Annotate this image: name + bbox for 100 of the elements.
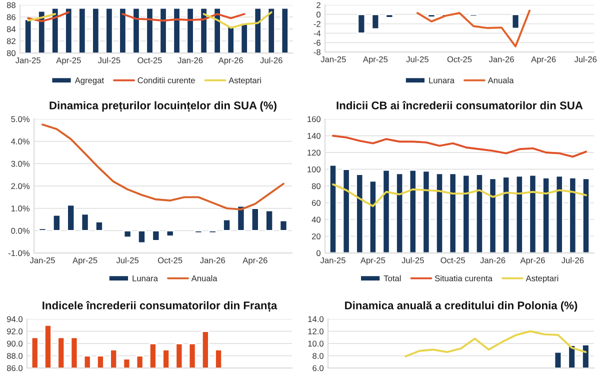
- x-tick-label: Jan-25: [320, 257, 346, 264]
- y-tick-label: -4: [314, 30, 321, 36]
- y-tick-label: 40: [312, 216, 321, 223]
- x-tick-label: Jan-25: [320, 56, 346, 62]
- x-tick-label: Oct-25: [440, 257, 465, 264]
- bar: [502, 176, 510, 253]
- bar: [582, 178, 590, 253]
- bar: [94, 221, 104, 232]
- bar: [222, 218, 232, 232]
- bar: [528, 174, 537, 253]
- legend-label: Lunara: [429, 77, 454, 84]
- y-tick-label: 88.0: [6, 352, 23, 359]
- x-tick-label: Apr-25: [56, 57, 81, 65]
- x-tick-label: Jan-25: [30, 257, 55, 264]
- x-tick-label: Jan-26: [178, 57, 203, 64]
- bar: [475, 174, 484, 253]
- x-tick-label: Apr-25: [360, 257, 386, 265]
- chart-title: Indicii CB ai încrederii consumatorilor din SUA: [336, 100, 583, 110]
- bar: [328, 164, 338, 253]
- bar: [382, 169, 390, 253]
- y-tick-label: 0.0%: [11, 228, 30, 234]
- y-tick-label: 100: [308, 166, 321, 172]
- x-tick-label: Apr-26: [242, 257, 268, 265]
- line-series: [42, 124, 284, 210]
- bar: [368, 180, 377, 253]
- y-tick-label: 3.0%: [11, 160, 30, 167]
- legend-label: Anuala: [488, 77, 514, 84]
- legend-label: Total: [384, 275, 401, 282]
- bar: [279, 220, 288, 232]
- line-series: [332, 183, 587, 208]
- bar: [166, 230, 174, 237]
- bar: [515, 175, 524, 253]
- y-tick-label: 12.0: [308, 328, 324, 334]
- bar: [52, 214, 61, 232]
- y-tick-label: 5.0%: [11, 116, 30, 122]
- y-tick-label: -2: [314, 21, 320, 27]
- y-tick-label: 160: [308, 116, 321, 122]
- bar: [66, 204, 76, 232]
- y-tick-label: 2: [316, 2, 320, 8]
- x-tick-label: Jul-25: [406, 56, 428, 62]
- x-tick-label: Apr-25: [362, 56, 388, 64]
- x-tick-label: Apr-26: [520, 257, 545, 265]
- line-series: [416, 10, 531, 48]
- y-tick-label: 86.0: [6, 365, 23, 372]
- x-tick-label: Jul-25: [116, 257, 139, 264]
- x-tick-label: Apr-26: [531, 56, 556, 64]
- bar: [236, 205, 246, 232]
- chart-title: Dinamica prețurilor locuințelor din SUA (%): [50, 101, 276, 112]
- bar: [265, 210, 274, 232]
- x-tick-label: Jul-25: [402, 257, 424, 264]
- x-tick-label: Oct-25: [138, 57, 162, 64]
- bar: [422, 170, 430, 253]
- y-tick-label: -8: [314, 49, 320, 56]
- chart-title: Indicele încrederii consumatorilor din Franța: [42, 300, 278, 312]
- y-tick-label: 6.0: [312, 365, 324, 372]
- y-tick-label: 20: [312, 233, 321, 240]
- legend-label: Agregat: [74, 77, 104, 85]
- line-series: [404, 330, 587, 358]
- y-tick-label: 92.0: [7, 328, 23, 334]
- y-tick-label: 84: [6, 26, 16, 32]
- line-series: [332, 134, 587, 158]
- bar: [250, 208, 260, 232]
- y-tick-label: 140: [308, 132, 321, 139]
- x-tick-label: Apr-25: [72, 257, 98, 265]
- bar: [568, 176, 577, 253]
- bar: [462, 174, 470, 253]
- bar: [194, 230, 203, 234]
- bar: [448, 172, 457, 253]
- x-tick-label: Jul-26: [260, 57, 282, 64]
- legend-label: Conditii curente: [138, 77, 195, 84]
- bar: [542, 176, 550, 253]
- y-tick-label: 0: [316, 250, 321, 256]
- y-tick-label: 4.0%: [11, 138, 30, 144]
- legend-label: Asteptari: [526, 275, 558, 283]
- x-tick-label: Jan-26: [488, 56, 514, 62]
- x-tick-label: Oct-25: [158, 257, 182, 264]
- y-tick-label: 10.0: [308, 340, 324, 347]
- y-tick-label: 80: [312, 183, 321, 190]
- y-tick-label: 88: [6, 2, 16, 8]
- y-tick-label: 1.0%: [11, 206, 30, 212]
- bar: [208, 230, 217, 234]
- y-tick-label: 82: [6, 38, 16, 44]
- y-tick-label: 60: [312, 200, 321, 206]
- chart-title: Dinamica anuală a creditului din Polonia (%): [345, 301, 578, 312]
- bar: [488, 178, 497, 253]
- x-tick-label: Jul-26: [561, 257, 584, 264]
- x-tick-label: Jan-26: [480, 257, 506, 264]
- y-tick-label: 0: [316, 12, 321, 18]
- bar: [152, 230, 160, 242]
- legend-label: Asteptari: [228, 77, 261, 85]
- bar: [555, 175, 564, 253]
- bar: [356, 174, 364, 253]
- bar: [137, 230, 146, 244]
- legend-label: Situatia curenta: [434, 275, 492, 282]
- y-tick-label: 94.0: [7, 316, 23, 322]
- legend-label: Anuala: [191, 275, 218, 282]
- x-tick-label: Oct-25: [447, 56, 472, 62]
- bar: [38, 228, 47, 232]
- y-tick-label: 86: [6, 14, 16, 20]
- y-tick-label: 2.0%: [11, 183, 30, 190]
